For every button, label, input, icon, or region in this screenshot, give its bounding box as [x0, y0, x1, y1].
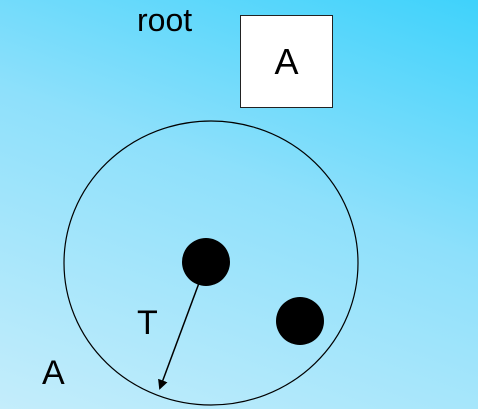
- node-lower-right: [276, 297, 324, 345]
- root-box-text: A: [274, 40, 299, 82]
- set-circle: [63, 120, 359, 406]
- node-upper: [182, 238, 230, 286]
- root-label: root: [137, 2, 193, 38]
- set-label: A: [42, 354, 65, 392]
- pointer-arrow: [158, 282, 200, 390]
- root-box: A: [240, 15, 333, 108]
- edge-label: T: [137, 304, 158, 342]
